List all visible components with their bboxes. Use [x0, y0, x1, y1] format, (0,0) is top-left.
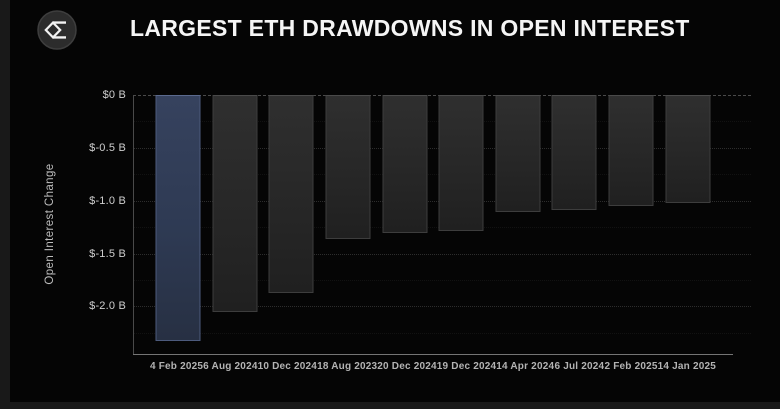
x-tick-label: 2 Feb 2025 — [604, 361, 658, 372]
bar-2-feb-2025[interactable] — [608, 95, 654, 206]
bar-slot — [320, 95, 377, 354]
bar-slot — [150, 95, 207, 354]
y-axis-title: Open Interest Change — [44, 163, 56, 285]
bar-slot — [263, 95, 320, 354]
page-title: LARGEST ETH DRAWDOWNS IN OPEN INTEREST — [130, 15, 690, 41]
bar-14-jan-2025[interactable] — [665, 95, 711, 203]
bar-slot — [376, 95, 433, 354]
chart-card: LARGEST ETH DRAWDOWNS IN OPEN INTEREST O… — [10, 0, 780, 402]
gridline-minor — [133, 332, 751, 334]
bar-slot — [603, 95, 660, 354]
gridline-minor — [133, 280, 751, 281]
bar-6-aug-2024[interactable] — [212, 95, 258, 312]
x-tick-label: 4 Feb 2025 — [150, 361, 204, 372]
x-axis-labels: 4 Feb 2025 6 Aug 2024 10 Dec 2024 18 Aug 20… — [150, 361, 716, 372]
bar-18-aug-2023[interactable] — [325, 95, 371, 239]
x-tick-label: 19 Dec 2024 — [436, 361, 497, 372]
x-tick-label: 20 Dec 2024 — [377, 361, 437, 372]
gridline — [133, 306, 751, 308]
y-tick-label: $-1.0 B — [89, 194, 126, 207]
bars-container — [150, 95, 716, 354]
x-tick-label: 18 Aug 2023 — [317, 361, 378, 372]
x-tick-label: 6 Jul 2024 — [554, 361, 605, 372]
y-tick-label: $-0.5 B — [89, 141, 126, 154]
bar-19-dec-2024[interactable] — [438, 95, 484, 232]
y-axis-line — [133, 95, 134, 354]
bar-20-dec-2024[interactable] — [382, 95, 428, 234]
y-tick-label: $-1.5 B — [89, 247, 126, 260]
y-tick-label: $0 B — [102, 89, 126, 101]
y-tick-label: $-2.0 B — [89, 300, 126, 313]
x-axis-line — [133, 354, 733, 355]
bar-14-apr-2024[interactable] — [495, 95, 541, 213]
bar-slot — [490, 95, 547, 354]
bar-10-dec-2024[interactable] — [268, 95, 314, 293]
x-tick-label: 6 Aug 2024 — [203, 361, 258, 372]
app-logo[interactable] — [37, 10, 77, 50]
bar-slot — [207, 95, 264, 354]
bar-slot — [433, 95, 490, 354]
x-tick-label: 14 Jan 2025 — [657, 361, 716, 372]
bar-slot — [546, 95, 603, 354]
bar-4-feb-2025[interactable] — [155, 95, 201, 342]
x-tick-label: 10 Dec 2024 — [257, 361, 318, 372]
bar-slot — [659, 95, 716, 354]
gridline — [133, 253, 751, 255]
x-tick-label: 14 Apr 2024 — [496, 361, 555, 372]
sigma-diamond-icon — [37, 10, 77, 50]
bar-6-jul-2024[interactable] — [551, 95, 597, 211]
